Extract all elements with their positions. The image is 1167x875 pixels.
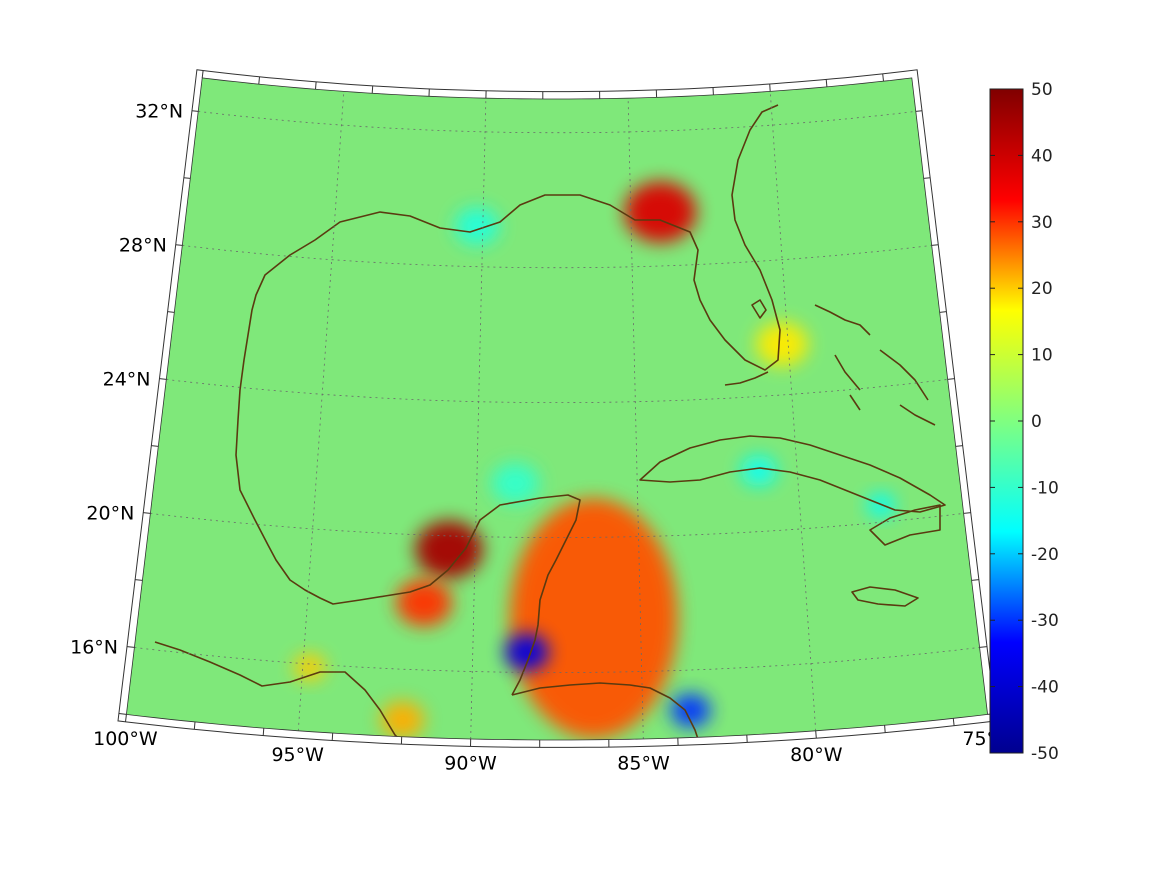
longitude-label: 95°W bbox=[271, 744, 324, 766]
frame-tick bbox=[125, 714, 127, 722]
meridian-line bbox=[769, 91, 817, 731]
frame-tick bbox=[191, 110, 199, 112]
frame-tick bbox=[825, 79, 828, 87]
latitude-labels: 32°N 28°N 24°N 20°N 16°N bbox=[70, 101, 183, 659]
coastline-central-america bbox=[511, 682, 701, 740]
frame-tick bbox=[971, 579, 979, 581]
anomaly-western-caribbean-yucatan-channel bbox=[509, 498, 678, 739]
frame-tick bbox=[947, 378, 955, 380]
frame-tick bbox=[151, 445, 159, 447]
latitude-label: 28°N bbox=[119, 235, 167, 257]
frame-tick bbox=[769, 83, 771, 92]
colorbar-tick-label: -50 bbox=[1031, 744, 1059, 764]
parallel-line bbox=[150, 513, 964, 538]
colorbar-tick-label: 0 bbox=[1031, 412, 1042, 432]
anomaly-guatemala-coast bbox=[380, 701, 425, 739]
frame-tick bbox=[979, 646, 988, 648]
anomaly-hispaniola-west bbox=[867, 493, 895, 518]
colorbar-tick-label: 50 bbox=[1031, 80, 1053, 100]
longitude-label: 90°W bbox=[444, 752, 497, 774]
frame-tick bbox=[135, 579, 143, 581]
anomaly-florida-big-bend bbox=[624, 181, 697, 243]
frame-tick bbox=[118, 713, 127, 715]
map-panel: 100°W95°W 90°W 85°W 80°W75°W 32°N28°N24°N20… bbox=[70, 69, 1015, 774]
frame-tick bbox=[126, 646, 135, 648]
anomaly-yucatan-north-coast bbox=[491, 462, 540, 504]
frame-tick bbox=[931, 244, 939, 246]
colorbar-tick-label: 40 bbox=[1031, 146, 1053, 166]
frame-tick bbox=[952, 718, 955, 726]
anomaly-cuba-south-coast bbox=[740, 455, 777, 487]
frame-tick bbox=[963, 512, 971, 514]
frame-tick bbox=[884, 725, 886, 733]
frame-tick bbox=[923, 177, 931, 179]
frame-tick bbox=[882, 73, 884, 82]
anomaly-louisiana-coast bbox=[454, 207, 499, 245]
meridian-line bbox=[470, 98, 487, 740]
anomaly-gulf-of-honduras-south bbox=[670, 693, 711, 728]
colorbar-tick-label: -30 bbox=[1031, 611, 1059, 631]
coastline-cuba bbox=[639, 435, 946, 513]
frame-tick bbox=[371, 85, 374, 94]
frame-tick bbox=[915, 110, 923, 112]
frame-tick bbox=[315, 81, 317, 90]
latitude-label: 32°N bbox=[135, 101, 183, 123]
frame-tick bbox=[262, 728, 265, 736]
longitude-label: 100°W bbox=[93, 728, 158, 750]
anomaly-tehuantepec bbox=[293, 653, 326, 681]
frame-tick bbox=[183, 177, 191, 179]
parallel-line bbox=[182, 245, 932, 269]
latitude-label: 16°N bbox=[70, 636, 118, 658]
latitude-label: 24°N bbox=[103, 369, 151, 391]
colorbar-tick-label: -40 bbox=[1031, 678, 1059, 698]
frame-tick bbox=[167, 311, 175, 313]
map-frame-ticks bbox=[118, 70, 996, 748]
frame-tick bbox=[201, 70, 204, 78]
frame-tick bbox=[143, 512, 151, 514]
coastline-bahamas bbox=[814, 304, 936, 426]
coastline-florida-keys bbox=[724, 371, 769, 386]
frame-tick bbox=[175, 244, 183, 246]
frame-tick bbox=[939, 311, 947, 313]
data-field-background bbox=[126, 77, 988, 740]
meridian-line bbox=[627, 98, 644, 740]
coastline-pacific bbox=[154, 641, 406, 740]
colorbar-ticks: 50 40 30 20 10 0 -10 -20 -30 -40 -50 bbox=[990, 80, 1059, 764]
frame-tick bbox=[159, 378, 167, 380]
frame-tick bbox=[955, 445, 963, 447]
colorbar-bar bbox=[989, 88, 1024, 754]
coastline-jamaica bbox=[851, 586, 919, 607]
colorbar-tick-label: -20 bbox=[1031, 545, 1059, 565]
graticule bbox=[134, 91, 980, 740]
colorbar-tick-label: 10 bbox=[1031, 346, 1053, 366]
coastline-layer bbox=[154, 104, 946, 740]
longitude-label: 85°W bbox=[617, 752, 670, 774]
coastline-hispaniola bbox=[869, 504, 941, 546]
colorbar-tick-label: 30 bbox=[1031, 213, 1053, 233]
anomaly-belize-coast bbox=[504, 633, 549, 671]
anomaly-bay-of-campeche-south bbox=[396, 578, 452, 627]
colorbar-tick-label: -10 bbox=[1031, 478, 1059, 498]
anomaly-florida-straits bbox=[756, 322, 808, 367]
coastline-lake-okeechobee bbox=[751, 299, 767, 319]
coastline-gulf bbox=[235, 104, 781, 696]
frame-tick bbox=[815, 730, 817, 739]
latitude-label: 20°N bbox=[86, 503, 134, 525]
colorbar: 50 40 30 20 10 0 -10 -20 -30 -40 -50 bbox=[989, 80, 1059, 764]
colorbar-tick-label: 20 bbox=[1031, 279, 1053, 299]
meridian-line bbox=[297, 91, 345, 731]
parallel-line bbox=[166, 379, 948, 403]
frame-tick bbox=[331, 733, 334, 741]
frame-tick bbox=[258, 76, 260, 85]
longitude-label: 80°W bbox=[790, 744, 843, 766]
frame-tick bbox=[193, 721, 196, 730]
